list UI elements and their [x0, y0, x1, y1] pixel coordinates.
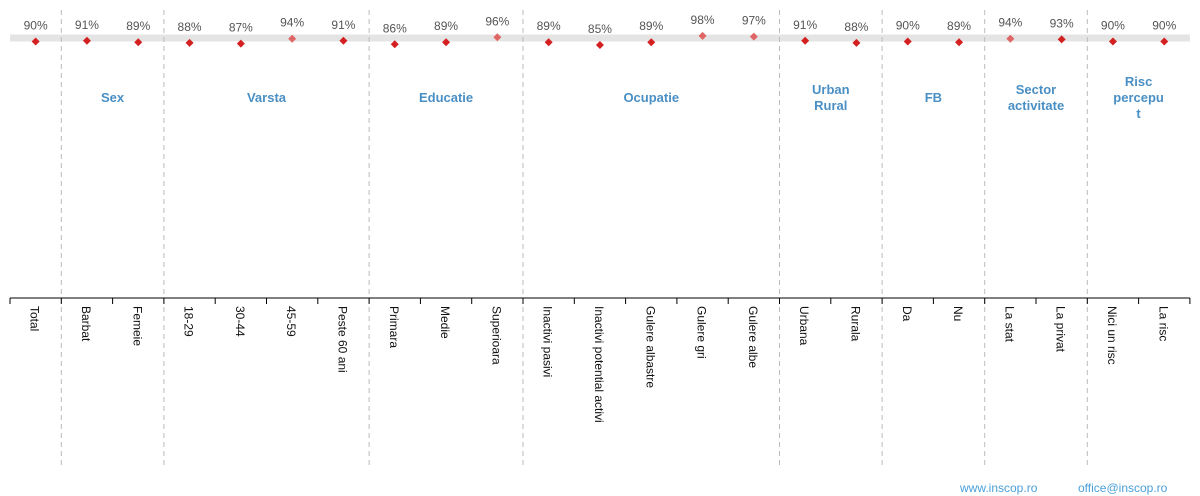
data-point — [288, 34, 297, 43]
data-label: 88% — [178, 20, 202, 34]
category-label: Urbana — [797, 306, 811, 346]
category-label: Gulere albe — [746, 306, 760, 368]
data-point — [955, 38, 964, 47]
data-point — [442, 38, 451, 47]
group-label: Varsta — [247, 90, 287, 105]
data-point — [82, 36, 91, 45]
data-point — [493, 33, 502, 42]
data-label: 91% — [331, 18, 355, 32]
footer-email[interactable]: office@inscop.ro — [1078, 481, 1168, 495]
data-point — [647, 38, 656, 47]
data-point — [1160, 37, 1169, 46]
data-point — [1057, 35, 1066, 44]
data-point — [698, 31, 707, 40]
data-label: 88% — [844, 20, 868, 34]
data-label: 91% — [793, 18, 817, 32]
data-label: 97% — [742, 14, 766, 28]
data-point — [236, 39, 245, 48]
category-label: Femeie — [130, 306, 144, 346]
category-label: Peste 60 ani — [335, 306, 349, 373]
category-label: Barbat — [79, 306, 93, 342]
data-label: 89% — [537, 19, 561, 33]
data-label: 85% — [588, 22, 612, 36]
data-label: 89% — [126, 19, 150, 33]
group-label: Ocupatie — [623, 90, 679, 105]
data-point — [595, 41, 604, 49]
data-point — [185, 38, 194, 47]
category-label: Nu — [951, 306, 965, 321]
data-point — [749, 32, 758, 41]
data-label: 90% — [1152, 19, 1176, 33]
data-label: 96% — [485, 14, 509, 28]
group-label: Urban Rural — [812, 82, 850, 113]
category-label: 30-44 — [233, 306, 247, 337]
data-label: 93% — [1050, 16, 1074, 30]
category-label: Da — [900, 306, 914, 322]
data-point — [390, 40, 399, 49]
category-label: Superioara — [489, 306, 503, 365]
data-label: 91% — [75, 18, 99, 32]
category-label: 18-29 — [182, 306, 196, 337]
category-label: Total — [28, 306, 42, 331]
data-point — [339, 36, 348, 45]
group-label: Sex — [101, 90, 125, 105]
footer-website[interactable]: www.inscop.ro — [960, 481, 1038, 495]
group-label: Educatie — [419, 90, 473, 105]
data-label: 94% — [998, 16, 1022, 30]
data-label: 94% — [280, 16, 304, 30]
data-label: 89% — [434, 19, 458, 33]
data-label: 90% — [896, 19, 920, 33]
data-point — [1006, 34, 1015, 43]
group-label: Sector activitate — [1008, 82, 1064, 113]
category-label: 45-59 — [284, 306, 298, 337]
data-point — [31, 37, 40, 46]
highlight-band — [10, 34, 1190, 42]
data-point — [801, 36, 810, 45]
data-point — [1108, 37, 1117, 46]
data-point — [134, 38, 143, 47]
data-label: 89% — [947, 19, 971, 33]
data-label: 89% — [639, 19, 663, 33]
data-point — [544, 38, 553, 47]
category-label: Inactivi potential activi — [592, 306, 606, 423]
category-label: Medie — [438, 306, 452, 339]
category-label: Primara — [387, 306, 401, 348]
category-label: Inactivi pasivi — [541, 306, 555, 377]
category-label: Gulere gri — [695, 306, 709, 359]
data-point — [903, 37, 912, 46]
data-label: 87% — [229, 21, 253, 35]
data-label: 98% — [691, 13, 715, 27]
category-label: La risc — [1156, 306, 1170, 341]
data-label: 86% — [383, 21, 407, 35]
data-label: 90% — [1101, 19, 1125, 33]
category-label: La stat — [1002, 306, 1016, 343]
group-label: Risc percepu t — [1113, 74, 1164, 121]
category-label: La privat — [1054, 306, 1068, 353]
category-label: Nici un risc — [1105, 306, 1119, 365]
category-label: Rurala — [848, 306, 862, 342]
category-label: Gulere albastre — [643, 306, 657, 388]
data-point — [852, 38, 861, 47]
data-label: 90% — [24, 19, 48, 33]
group-label: FB — [925, 90, 942, 105]
